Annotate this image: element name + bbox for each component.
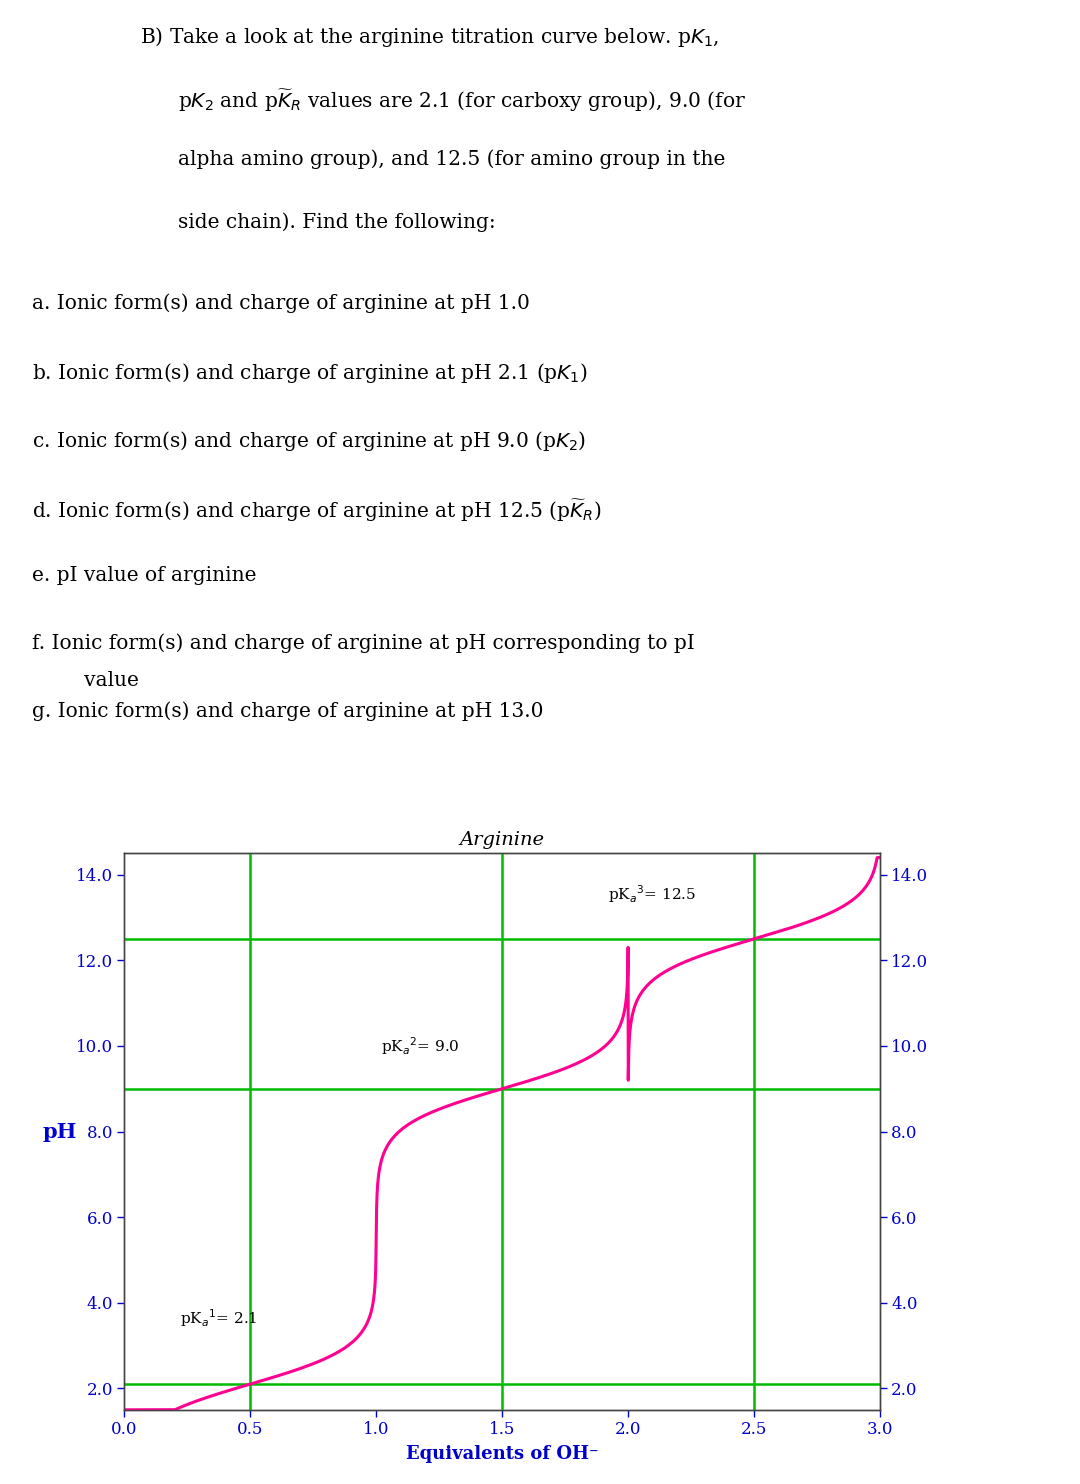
Text: pH: pH (42, 1122, 77, 1141)
Text: side chain). Find the following:: side chain). Find the following: (178, 212, 496, 232)
Text: b. Ionic form(s) and charge of arginine at pH 2.1 (p$K_1$): b. Ionic form(s) and charge of arginine … (32, 361, 589, 384)
Text: d. Ionic form(s) and charge of arginine at pH 12.5 (p$\widetilde{K}_R$): d. Ionic form(s) and charge of arginine … (32, 497, 602, 524)
Text: B) Take a look at the arginine titration curve below. p$K_1$,: B) Take a look at the arginine titration… (140, 25, 719, 49)
Text: g. Ionic form(s) and charge of arginine at pH 13.0: g. Ionic form(s) and charge of arginine … (32, 702, 544, 721)
Text: f. Ionic form(s) and charge of arginine at pH corresponding to pI: f. Ionic form(s) and charge of arginine … (32, 634, 696, 653)
Title: Arginine: Arginine (460, 831, 544, 849)
Text: pK$_a$$^3$= 12.5: pK$_a$$^3$= 12.5 (608, 883, 697, 905)
Text: value: value (65, 671, 138, 690)
Text: pK$_a$$^1$= 2.1: pK$_a$$^1$= 2.1 (179, 1307, 257, 1330)
Text: a. Ionic form(s) and charge of arginine at pH 1.0: a. Ionic form(s) and charge of arginine … (32, 292, 530, 313)
Text: c. Ionic form(s) and charge of arginine at pH 9.0 (p$K_2$): c. Ionic form(s) and charge of arginine … (32, 429, 586, 453)
Text: pK$_a$$^2$= 9.0: pK$_a$$^2$= 9.0 (381, 1036, 460, 1058)
Text: e. pI value of arginine: e. pI value of arginine (32, 565, 257, 585)
Text: alpha amino group), and 12.5 (for amino group in the: alpha amino group), and 12.5 (for amino … (178, 150, 726, 169)
X-axis label: Equivalents of OH⁻: Equivalents of OH⁻ (406, 1445, 598, 1463)
Text: p$K_2$ and p$\widetilde{K}_R$ values are 2.1 (for carboxy group), 9.0 (for: p$K_2$ and p$\widetilde{K}_R$ values are… (178, 88, 746, 114)
